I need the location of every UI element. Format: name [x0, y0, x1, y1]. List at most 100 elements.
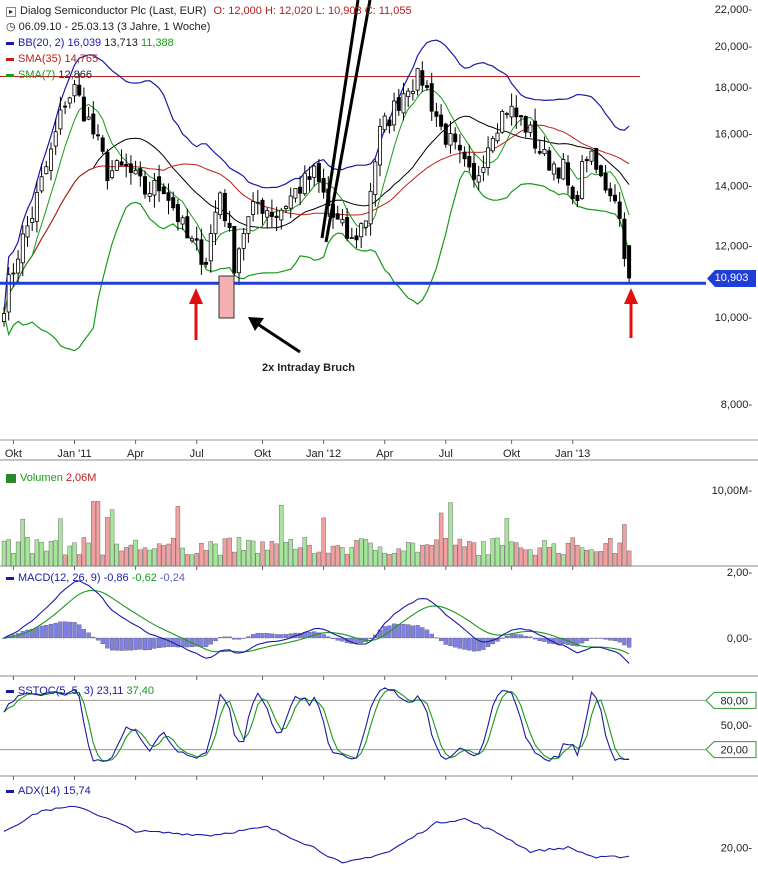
volume-bar: [556, 553, 561, 567]
volume-bar: [509, 541, 514, 567]
candle-body: [194, 238, 199, 241]
macd-histogram-bar: [391, 623, 397, 639]
candle-body: [575, 194, 580, 201]
macd-histogram-bar: [128, 637, 134, 651]
macd-histogram-bar: [429, 633, 434, 639]
candle-body: [429, 83, 434, 112]
macd-histogram-bar: [265, 633, 270, 639]
macd-histogram-bar: [410, 625, 416, 639]
volume-bar: [518, 547, 524, 567]
candle-body: [142, 176, 147, 195]
macd-histogram-bar: [44, 624, 49, 639]
volume-bar: [326, 552, 331, 567]
volume-bar: [293, 548, 298, 567]
volume-bar: [359, 538, 364, 567]
volume-bar: [194, 553, 199, 567]
candle-body: [58, 109, 63, 130]
bb-row: BB(20, 2) 16,039 13,713 11,388: [6, 35, 412, 51]
volume-bar: [387, 554, 392, 567]
macd-histogram-bar: [77, 624, 82, 639]
candle-body: [11, 272, 16, 275]
macd-histogram-bar: [471, 637, 477, 652]
candle-body: [222, 192, 227, 222]
macd-histogram-bar: [39, 625, 44, 639]
candle-body: [39, 176, 44, 192]
macd-histogram-bar: [424, 629, 430, 639]
volume-bar: [551, 543, 557, 567]
volume-bar: [495, 537, 500, 567]
candle-body: [67, 97, 72, 104]
candle-body: [627, 245, 632, 279]
candle-body: [208, 233, 213, 262]
volume-bar: [279, 505, 284, 567]
candle-body: [246, 216, 251, 234]
candle-body: [236, 248, 241, 274]
volume-bar: [443, 538, 448, 567]
candle-body: [373, 161, 378, 196]
macd-histogram-bar: [500, 637, 505, 639]
volume-bar: [199, 543, 204, 567]
candle-body: [420, 70, 425, 86]
volume-bar: [62, 554, 68, 567]
candle-body: [189, 238, 194, 242]
volume-bar: [420, 545, 425, 567]
x-tick-label: Jan '12: [306, 448, 341, 460]
macd-histogram-bar: [542, 637, 547, 642]
volume-bar: [316, 551, 322, 567]
adx-legend: ADX(14) 15,74: [6, 783, 91, 799]
volume-bar: [11, 552, 16, 567]
volume-bar: [161, 545, 167, 567]
chart-title: Dialog Semiconductor Plc (Last, EUR): [20, 5, 207, 17]
candle-body: [321, 177, 326, 193]
x-tick-label: Jan '13: [555, 448, 590, 460]
macd-histogram-bar: [156, 637, 162, 648]
candle-body: [255, 201, 260, 204]
volume-bar: [424, 544, 430, 567]
macd-histogram-bar: [208, 637, 213, 645]
macd-histogram-bar: [166, 637, 171, 648]
candle-body: [2, 313, 7, 322]
macd-histogram-bar: [518, 634, 524, 639]
volume-bar: [175, 506, 181, 567]
candle-body: [566, 162, 571, 186]
expand-icon[interactable]: ▸: [6, 7, 16, 17]
volume-bar: [222, 538, 228, 567]
volume-bar: [537, 547, 542, 567]
trend-line-1: [320, 0, 360, 239]
volume-bar: [335, 545, 340, 567]
candle-body: [340, 219, 345, 224]
annotation-arrow-head: [248, 317, 264, 331]
volume-bar: [119, 550, 124, 567]
candle-body: [96, 134, 101, 137]
candle-body: [589, 150, 594, 162]
legend-title-row: ▸ Dialog Semiconductor Plc (Last, EUR) O:…: [6, 3, 412, 19]
volume-bar: [485, 554, 491, 567]
volume-bar: [269, 541, 275, 567]
macd-histogram-bar: [589, 637, 594, 639]
ohlc-open: O: 12,000: [213, 5, 262, 17]
candle-body: [147, 193, 152, 197]
candle-body: [6, 274, 11, 313]
volume-bar: [579, 547, 585, 567]
macd-histogram-bar: [448, 637, 453, 647]
volume-bar: [152, 548, 157, 567]
macd-histogram-bar: [91, 636, 96, 639]
candle-body: [514, 107, 519, 118]
x-tick-label: Jan '11: [57, 448, 91, 460]
macd-histogram-bar: [453, 637, 458, 648]
macd-histogram-bar: [598, 637, 604, 639]
candle-body: [603, 172, 608, 191]
volume-bar: [76, 554, 82, 567]
volume-bar: [86, 542, 91, 567]
volume-bar: [626, 550, 632, 567]
volume-bar: [608, 538, 613, 567]
macd-histogram-bar: [274, 634, 279, 639]
candle-body: [382, 115, 387, 131]
volume-bar: [20, 518, 25, 567]
volume-bar: [6, 539, 11, 567]
price-tick-label: 12,000-: [715, 241, 753, 253]
volume-bar: [617, 542, 622, 567]
adx-line: [3, 805, 630, 864]
macd-histogram-bar: [119, 637, 124, 651]
candle-body: [509, 105, 514, 118]
